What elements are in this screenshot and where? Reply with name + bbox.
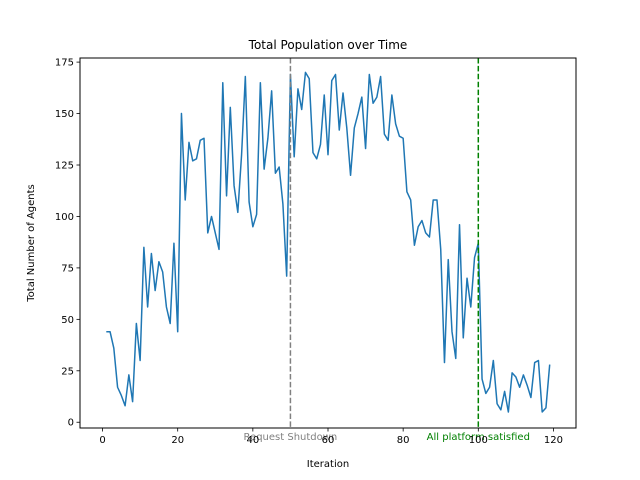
y-tick-label: 125 — [55, 161, 74, 172]
y-tick-label: 150 — [55, 109, 74, 120]
x-axis-label: Iteration — [307, 459, 349, 470]
x-tick-label: 40 — [246, 435, 259, 446]
x-tick-label: 120 — [544, 435, 563, 446]
annotation-label-0: Request Shutdown — [244, 432, 338, 443]
x-axis-ticks: 0 20 40 60 80 100 120 — [99, 428, 563, 446]
x-tick-label: 100 — [469, 435, 488, 446]
chart-title: Total Population over Time — [248, 38, 408, 52]
x-tick-label: 20 — [171, 435, 184, 446]
plot-area: Request Shutdown All platform satisfied — [106, 58, 551, 443]
y-axis-ticks: 0 25 50 75 100 125 150 175 — [55, 58, 80, 429]
series-line-0 — [106, 71, 551, 413]
y-tick-label: 0 — [68, 418, 74, 429]
x-tick-label: 0 — [99, 435, 105, 446]
y-tick-label: 25 — [61, 366, 74, 377]
x-tick-label: 80 — [397, 435, 410, 446]
y-axis-label: Total Number of Agents — [26, 184, 37, 303]
y-tick-label: 175 — [55, 58, 74, 69]
annotation-label-1: All platform satisfied — [427, 432, 530, 443]
x-tick-label: 60 — [322, 435, 335, 446]
y-tick-label: 100 — [55, 212, 74, 223]
y-tick-label: 75 — [61, 263, 74, 274]
y-tick-label: 50 — [61, 315, 74, 326]
